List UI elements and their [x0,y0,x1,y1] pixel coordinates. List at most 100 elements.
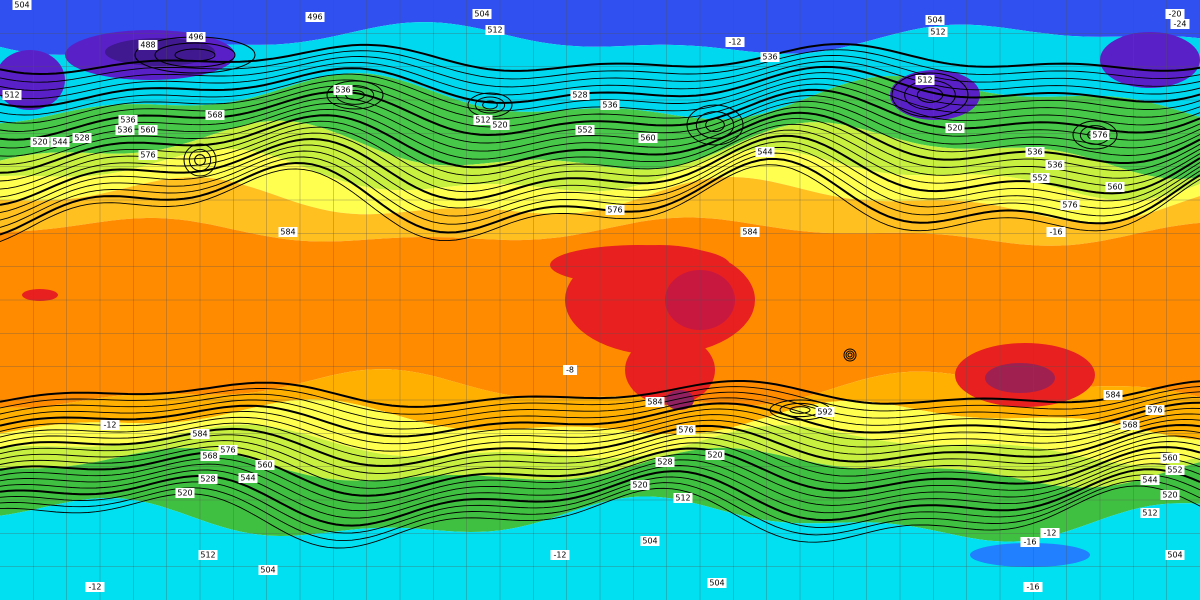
label-box [485,25,505,35]
label-box [205,110,225,120]
label-box [705,450,725,460]
contour-label: 512 [475,116,490,125]
contour-line [0,452,1200,504]
contour-label: 528 [572,91,587,100]
contour-label: 576 [1062,201,1077,210]
contour-line [0,479,1200,542]
closed-contour [188,148,212,172]
contour-label: -12 [553,551,566,560]
contour-line [0,65,1200,108]
label-box [278,227,298,237]
contour-label: -12 [728,38,741,47]
label-box [1090,130,1110,140]
contour-label: 568 [207,111,222,120]
closed-contour [154,42,236,68]
label-box [1046,227,1066,237]
contour-line [0,60,1200,100]
contour-label: 512 [930,28,945,37]
contour-label: 544 [240,474,255,483]
contour-label: 512 [675,494,690,503]
closed-contour [183,143,217,177]
contour-line [0,380,1200,408]
contour-line [0,123,1200,190]
closed-contour [843,348,857,362]
label-box [707,578,727,588]
closed-contour [326,80,384,110]
label-box [1170,19,1190,29]
label-box [570,90,590,100]
label-box [2,90,22,100]
label-box [915,75,935,85]
label-box [115,125,135,135]
contour-line [0,49,1200,83]
contour-label: 520 [632,481,647,490]
closed-contour [845,350,855,360]
label-box [1140,475,1160,485]
label-box [755,147,775,157]
contour-label: 536 [1027,148,1042,157]
contour-label: 528 [657,458,672,467]
contour-line [0,386,1200,415]
label-box [200,451,220,461]
contour-label: 504 [709,579,724,588]
contour-label: 536 [117,126,132,135]
contour-label: 560 [1107,183,1122,192]
label-box [605,205,625,215]
label-box [100,420,120,430]
contour-label: 512 [200,551,215,560]
label-box [1030,173,1050,183]
contour-label: 528 [200,475,215,484]
contour-label: 536 [1047,161,1062,170]
label-box [186,32,206,42]
contour-label: 536 [335,86,350,95]
label-box [198,550,218,560]
contour-line [0,463,1200,519]
contour-label: 584 [192,430,207,439]
contour-label: 584 [1105,391,1120,400]
contour-line [0,435,1200,482]
label-box [1103,390,1123,400]
contour-line [0,77,1200,124]
label-box [815,407,835,417]
contour-line [0,88,1200,141]
contour-line [0,95,1200,149]
contour-label: 512 [4,91,19,100]
label-box [1145,405,1165,415]
contour-label: 504 [927,16,942,25]
closed-contour [916,87,944,103]
label-box [638,133,658,143]
label-box [218,445,238,455]
contour-label: 504 [14,1,29,10]
contour-label: -16 [1049,228,1062,237]
contour-label: 544 [757,148,772,157]
closed-contour [474,96,506,114]
label-box [85,582,105,592]
contour-label: -16 [1026,583,1039,592]
contour-label: 520 [707,451,722,460]
cold-area [105,38,215,66]
contour-label: 536 [120,116,135,125]
label-box [760,52,780,62]
contour-label: 536 [762,53,777,62]
cold-area [890,70,980,120]
label-box [630,480,650,490]
label-box [255,460,275,470]
label-box [1023,582,1043,592]
contour-line [0,401,1200,438]
label-box [72,133,92,143]
contour-line [0,485,1200,549]
label-box [138,40,158,50]
closed-contour [891,72,969,118]
contour-label: 520 [1162,491,1177,500]
contour-label: 528 [74,134,89,143]
label-box [1160,490,1180,500]
contour-line [0,152,1200,228]
contour-label: -24 [1173,20,1186,29]
label-box [1140,508,1160,518]
closed-contour [847,352,853,358]
label-box [655,457,675,467]
label-box [1020,537,1040,547]
cold-area [1100,32,1200,88]
contour-label: -12 [1043,529,1056,538]
label-box [1060,200,1080,210]
